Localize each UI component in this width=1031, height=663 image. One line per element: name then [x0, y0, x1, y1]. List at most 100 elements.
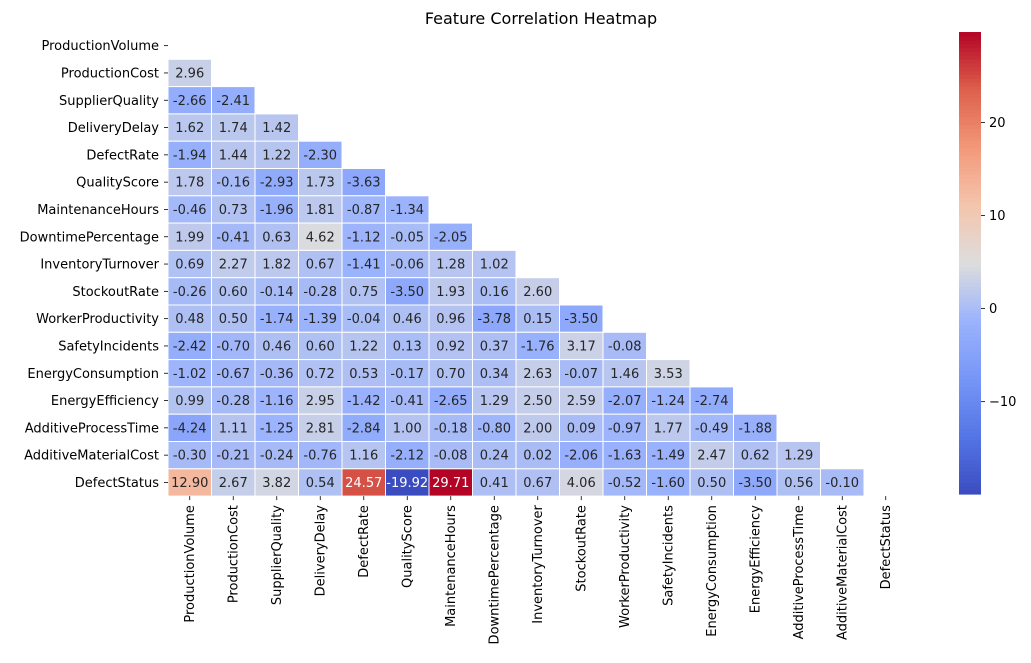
colorbar-segment — [959, 293, 981, 299]
cell-value-label: -0.46 — [173, 203, 207, 218]
cell-value-label: -3.50 — [390, 285, 424, 300]
cell-value-label: 0.41 — [480, 476, 509, 491]
cell-value-label: 4.06 — [567, 476, 596, 491]
cell-value-label: -1.39 — [303, 312, 337, 327]
cell-value-label: -3.50 — [738, 476, 772, 491]
colorbar-segment — [959, 70, 981, 75]
cell-value-label: 0.60 — [219, 285, 248, 300]
cell-value-label: 2.50 — [523, 394, 552, 409]
heatmap-cell — [254, 386, 299, 415]
heatmap-cell — [559, 386, 604, 415]
heatmap-cell — [385, 277, 430, 306]
cell-value-label: -2.84 — [347, 421, 381, 436]
colorbar: −10 0 10 20 — [959, 32, 1016, 495]
column-tick-label: AdditiveMaterialCost — [836, 505, 851, 640]
colorbar-segment — [959, 420, 981, 426]
cell-value-label: -2.30 — [303, 148, 337, 163]
colorbar-segment — [959, 178, 981, 183]
heatmap-cell — [776, 441, 821, 470]
colorbar-segment — [959, 463, 981, 468]
colorbar-segment — [959, 451, 981, 457]
heatmap-cell — [689, 386, 734, 415]
cell-value-label: 0.16 — [480, 285, 509, 300]
heatmap-cell — [820, 468, 865, 497]
heatmap-cell — [167, 249, 212, 279]
heatmap-cell — [472, 413, 517, 443]
colorbar-segment — [959, 47, 981, 52]
colorbar-segment — [959, 205, 981, 210]
colorbar-segment — [959, 332, 981, 337]
cell-value-label: 0.67 — [523, 476, 552, 491]
colorbar-segment — [959, 209, 981, 214]
colorbar-segment — [959, 316, 981, 322]
colorbar-segment — [959, 263, 981, 268]
cell-value-label: -1.60 — [651, 476, 685, 491]
colorbar-segment — [959, 105, 981, 110]
colorbar-tick-label: −10 — [989, 395, 1016, 410]
cell-value-label: 0.53 — [349, 367, 378, 382]
heatmap-cell — [254, 249, 299, 279]
heatmap-cells: 2.96-2.66 -2.411.62 1.74 1.42-1.94 1.44 1.22-… — [167, 58, 865, 497]
cell-value-label: 2.95 — [306, 394, 335, 409]
column-tick-label: DefectRate — [357, 505, 372, 578]
heatmap-cell — [211, 168, 256, 197]
heatmap-cell — [298, 304, 343, 333]
colorbar-segment — [959, 159, 981, 164]
colorbar-segment — [959, 401, 981, 407]
heatmap-cell — [298, 386, 343, 415]
cell-value-label: 24.57 — [345, 476, 382, 491]
colorbar-segment — [959, 85, 981, 91]
heatmap-cell — [167, 386, 212, 415]
column-tick-label: SupplierQuality — [270, 505, 285, 605]
column-tick-label: QualityScore — [401, 505, 416, 588]
cell-value-label: -4.24 — [173, 421, 207, 436]
cell-value-label: 4.62 — [306, 230, 335, 245]
cell-value-label: 2.67 — [219, 476, 248, 491]
colorbar-segment — [959, 116, 981, 122]
cell-value-label: -0.52 — [608, 476, 642, 491]
cell-value-label: 1.28 — [436, 258, 465, 273]
colorbar-segment — [959, 336, 981, 341]
colorbar-segment — [959, 297, 981, 303]
cell-value-label: 0.96 — [436, 312, 465, 327]
cell-value-label: -1.49 — [651, 449, 685, 464]
colorbar-segment — [959, 186, 981, 191]
heatmap-cell — [515, 386, 560, 415]
heatmap-cell — [254, 468, 299, 497]
colorbar-segment — [959, 486, 981, 491]
cell-value-label: 1.29 — [480, 394, 509, 409]
column-tick-label: ProductionCost — [227, 505, 242, 603]
colorbar-segment — [959, 328, 981, 333]
cell-value-label: 0.09 — [567, 421, 596, 436]
colorbar-segment — [959, 282, 981, 287]
cell-value-label: -0.28 — [216, 394, 250, 409]
colorbar-segment — [959, 386, 981, 391]
colorbar-segment — [959, 74, 981, 79]
colorbar-segment — [959, 189, 981, 195]
heatmap-cell — [167, 222, 212, 251]
cell-value-label: 2.59 — [567, 394, 596, 409]
cell-value-label: -2.66 — [173, 94, 207, 109]
heatmap-cell — [211, 359, 256, 388]
colorbar-segment — [959, 266, 981, 272]
colorbar-segment — [959, 428, 981, 433]
heatmap-cell — [385, 304, 430, 333]
colorbar-segment — [959, 378, 981, 383]
colorbar-segment — [959, 340, 981, 345]
cell-value-label: 0.50 — [697, 476, 726, 491]
cell-value-label: 3.17 — [567, 339, 596, 354]
heatmap-cell — [254, 359, 299, 388]
row-tick-label: MaintenanceHours — [37, 203, 159, 218]
colorbar-segment — [959, 278, 981, 283]
cell-value-label: 0.13 — [393, 339, 422, 354]
heatmap-cell — [559, 359, 604, 388]
heatmap-cell — [646, 359, 691, 388]
row-tick-label: EnergyEfficiency — [51, 394, 159, 409]
colorbar-segment — [959, 135, 981, 141]
row-labels: ProductionVolume ProductionCost SupplierQu… — [20, 39, 168, 491]
cell-value-label: 1.16 — [349, 449, 378, 464]
heatmap-cell — [254, 441, 299, 470]
colorbar-segment — [959, 89, 981, 95]
row-tick-label: AdditiveProcessTime — [25, 421, 159, 436]
